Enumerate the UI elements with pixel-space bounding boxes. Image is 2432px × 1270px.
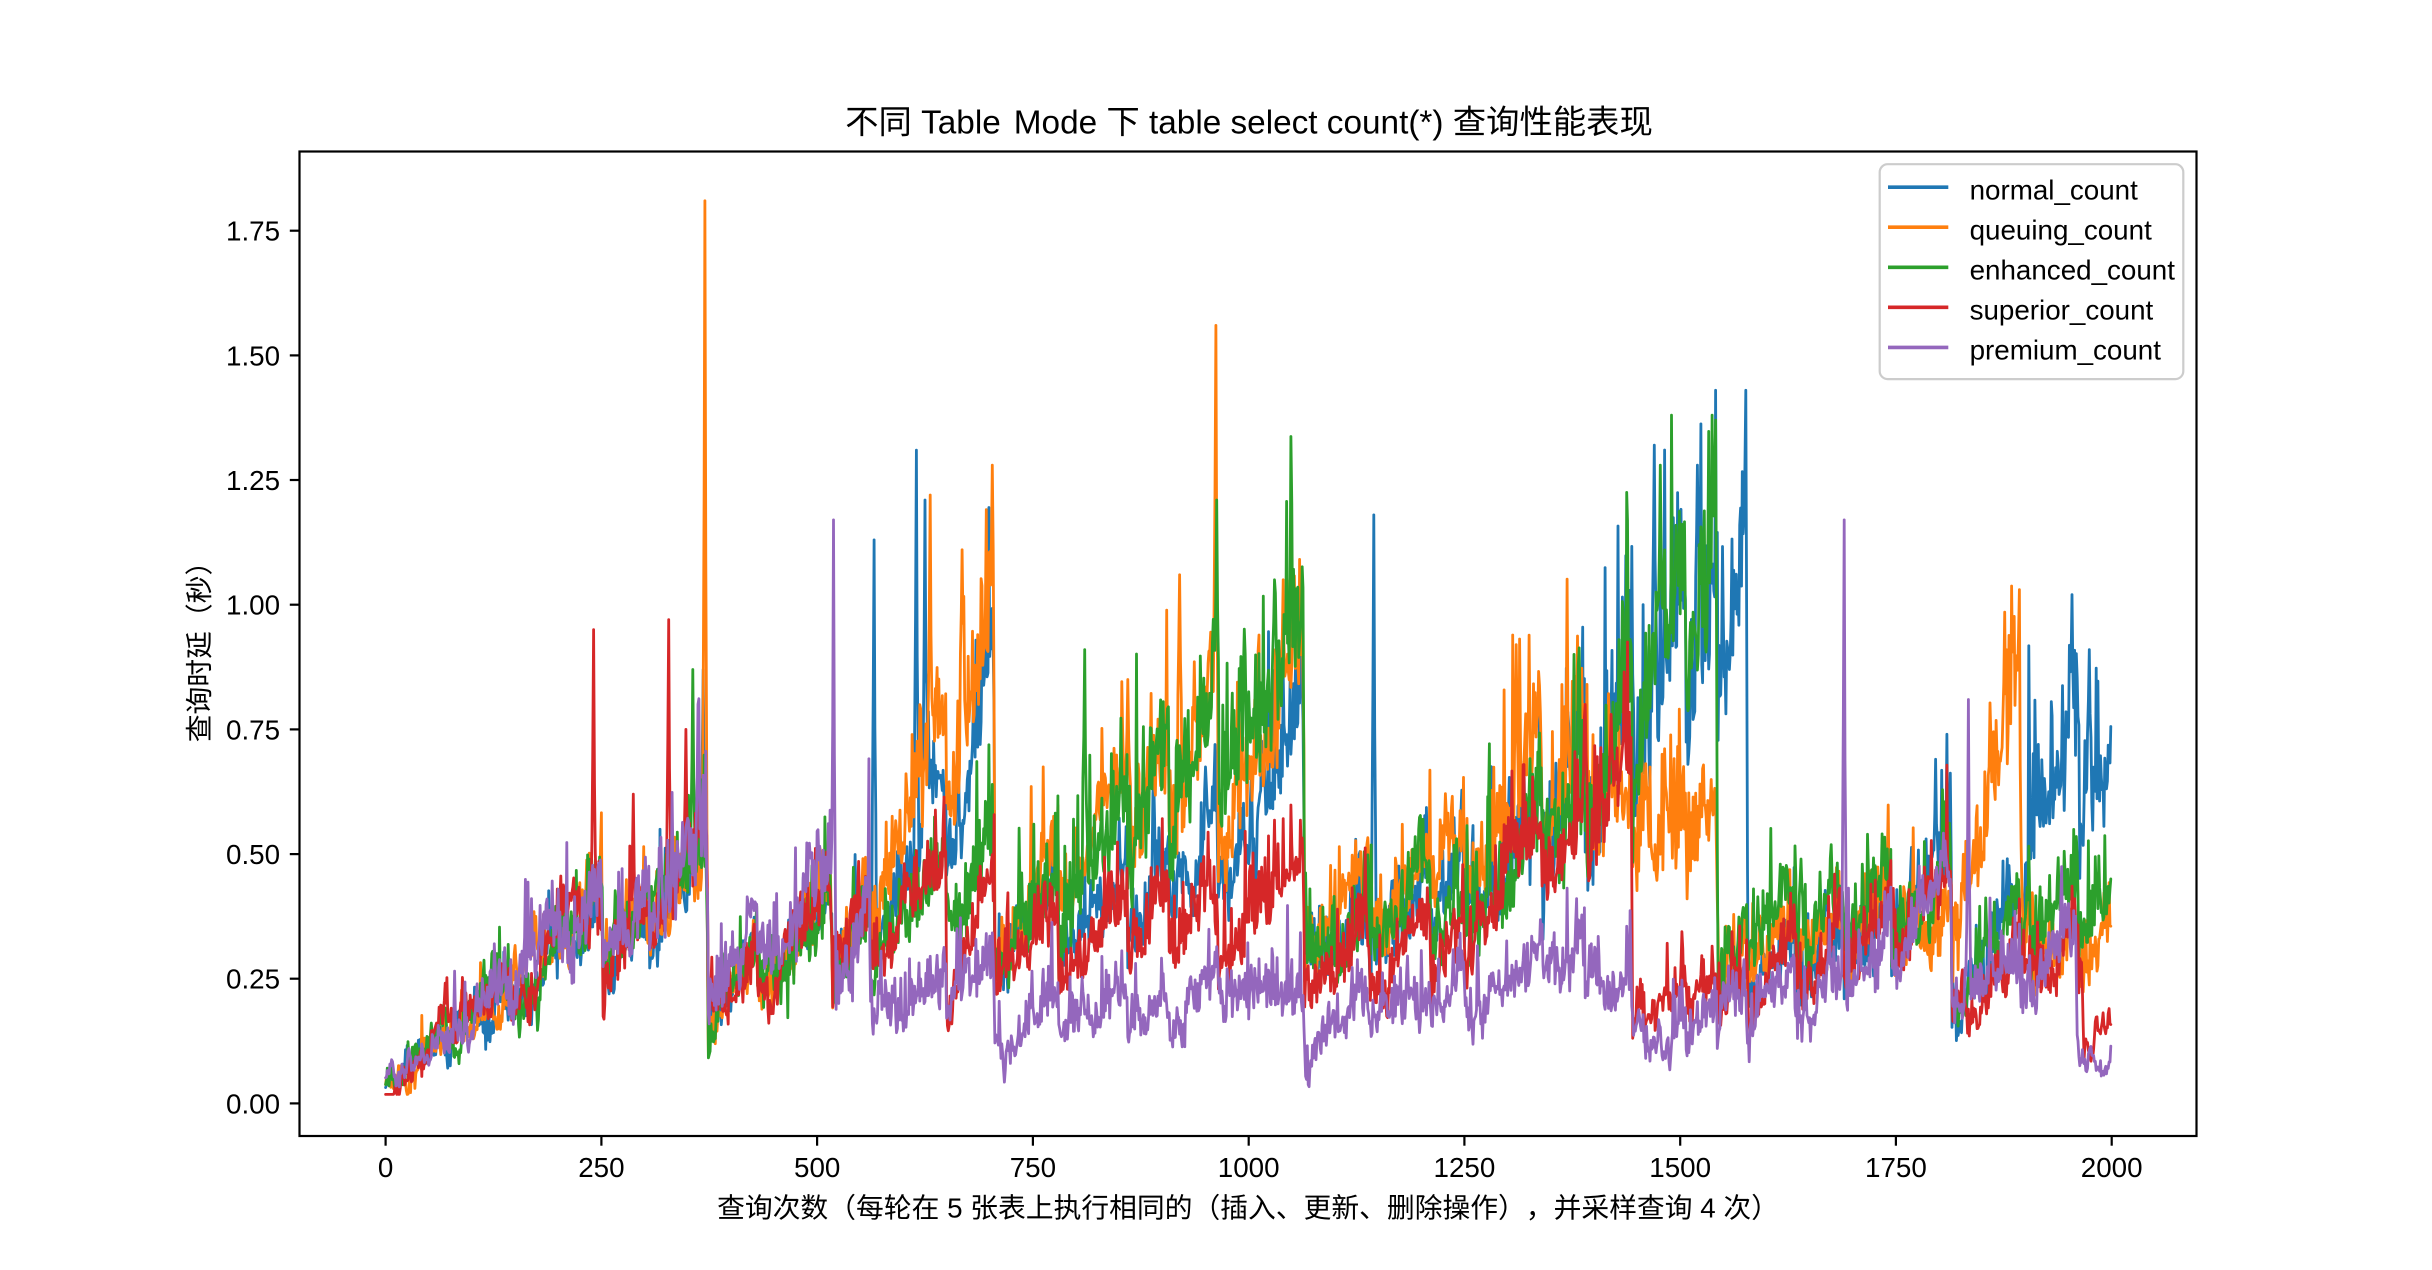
svg-text:500: 500	[794, 1152, 840, 1183]
svg-text:1.75: 1.75	[226, 216, 280, 247]
svg-text:Mode: Mode	[1014, 105, 1097, 142]
svg-text:premium_count: premium_count	[1970, 335, 2162, 366]
svg-text:superior_count: superior_count	[1970, 294, 2154, 325]
svg-text:2000: 2000	[2081, 1152, 2143, 1183]
svg-text:count(*): count(*)	[1327, 105, 1444, 142]
svg-text:1.25: 1.25	[226, 465, 280, 496]
svg-text:1750: 1750	[1865, 1152, 1927, 1183]
svg-text:Table: Table	[921, 105, 1001, 142]
svg-text:0.25: 0.25	[226, 964, 280, 995]
svg-text:queuing_count: queuing_count	[1970, 214, 2152, 245]
svg-text:1.50: 1.50	[226, 340, 280, 371]
svg-text:0: 0	[378, 1152, 393, 1183]
svg-text:1.00: 1.00	[226, 590, 280, 621]
svg-text:0.50: 0.50	[226, 839, 280, 870]
svg-text:5: 5	[947, 1193, 962, 1224]
svg-text:0.75: 0.75	[226, 714, 280, 745]
svg-text:750: 750	[1010, 1152, 1056, 1183]
svg-text:250: 250	[578, 1152, 624, 1183]
svg-text:1500: 1500	[1649, 1152, 1711, 1183]
svg-text:1000: 1000	[1218, 1152, 1280, 1183]
svg-text:enhanced_count: enhanced_count	[1970, 254, 2176, 285]
svg-text:table: table	[1149, 105, 1221, 142]
svg-text:4: 4	[1700, 1193, 1715, 1224]
svg-text:select: select	[1231, 105, 1319, 142]
svg-text:normal_count: normal_count	[1970, 174, 2139, 205]
svg-text:1250: 1250	[1434, 1152, 1496, 1183]
svg-text:0.00: 0.00	[226, 1088, 280, 1119]
